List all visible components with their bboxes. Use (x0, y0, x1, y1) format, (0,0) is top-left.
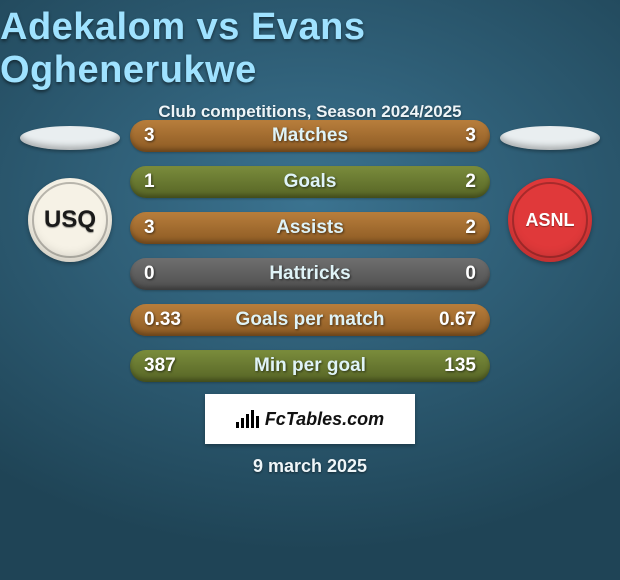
brand-bar (256, 416, 259, 428)
right-player-col: ASNL (490, 116, 610, 262)
stat-row: 0.33 Goals per match 0.67 (130, 304, 490, 336)
left-player-col: USQ (10, 116, 130, 262)
stat-right-value: 2 (465, 171, 476, 193)
brand-badge: FcTables.com (205, 394, 415, 444)
stat-left-value: 3 (144, 217, 155, 239)
brand-text: FcTables.com (265, 409, 384, 430)
stat-row: 3 Matches 3 (130, 120, 490, 152)
stat-right-value: 0 (465, 263, 476, 285)
brand-bar (246, 414, 249, 428)
brand-bar (236, 422, 239, 428)
stat-label: Assists (276, 217, 344, 239)
left-team-crest: USQ (28, 178, 112, 262)
footer-date: 9 march 2025 (0, 456, 620, 477)
stat-right-value: 2 (465, 217, 476, 239)
stat-row: 3 Assists 2 (130, 212, 490, 244)
stat-left-value: 0 (144, 263, 155, 285)
right-team-crest: ASNL (508, 178, 592, 262)
stats-list: 3 Matches 3 1 Goals 2 3 Assists 2 0 Hattricks 0 0.33… (130, 120, 490, 382)
stat-row: 0 Hattricks 0 (130, 258, 490, 290)
stat-left-value: 1 (144, 171, 155, 193)
stat-label: Hattricks (269, 263, 350, 285)
middle-row: USQ 3Matches31Goals23Assists20Hattricks0… (0, 116, 620, 382)
stat-row: 1 Goals 2 (130, 166, 490, 198)
stat-label: Goals (284, 171, 337, 193)
page-title: Adekalom vs Evans Oghenerukwe (0, 6, 620, 92)
stat-right-value: 0.67 (439, 309, 476, 331)
right-player-oval (500, 126, 600, 150)
stat-right-value: 135 (444, 355, 476, 377)
brand-bars-icon (236, 410, 259, 428)
brand-bar (251, 410, 254, 428)
stat-left-value: 0.33 (144, 309, 181, 331)
brand-bar (241, 418, 244, 428)
crest-ring (512, 182, 588, 258)
crest-ring (32, 182, 108, 258)
stat-label: Min per goal (254, 355, 366, 377)
stat-right-value: 3 (465, 125, 476, 147)
comparison-card: Adekalom vs Evans Oghenerukwe Club compe… (0, 0, 620, 580)
left-player-oval (20, 126, 120, 150)
stat-left-value: 3 (144, 125, 155, 147)
stat-left-value: 387 (144, 355, 176, 377)
stat-row: 387 Min per goal 135 (130, 350, 490, 382)
stat-label: Goals per match (236, 309, 385, 331)
stat-label: Matches (272, 125, 348, 147)
